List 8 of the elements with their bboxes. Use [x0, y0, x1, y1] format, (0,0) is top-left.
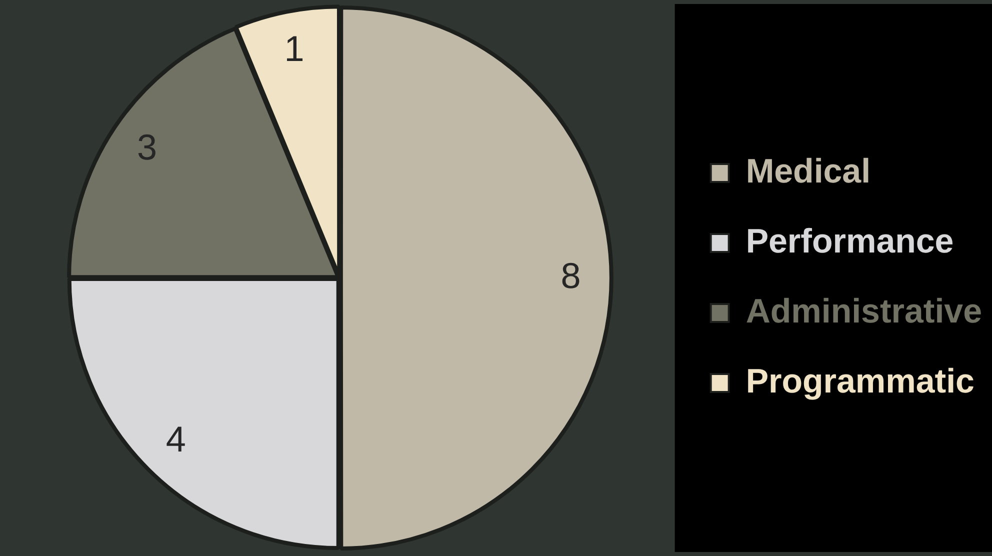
data-label: 1	[284, 28, 304, 70]
data-label: 8	[560, 254, 581, 296]
data-label: 4	[166, 418, 186, 460]
data-label: 3	[137, 126, 158, 168]
legend-label: Administrative	[746, 292, 982, 330]
legend-label: Medical	[746, 152, 871, 190]
legend-label: Performance	[746, 222, 954, 260]
legend-label: Programmatic	[746, 362, 974, 400]
